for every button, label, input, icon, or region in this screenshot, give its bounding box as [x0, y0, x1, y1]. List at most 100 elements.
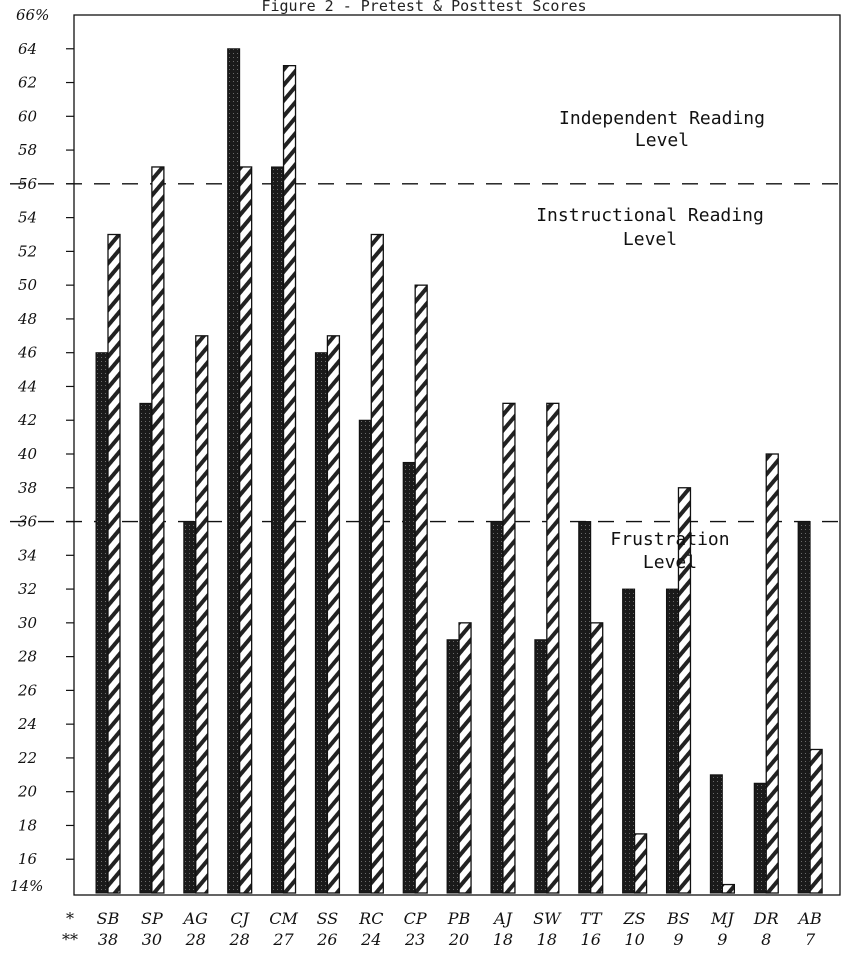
bar-posttest-BS: [677, 487, 692, 894]
secondary-label: 24: [360, 930, 381, 949]
level-annotation-0-line-1: Level: [635, 130, 689, 151]
secondary-label: 18: [537, 930, 557, 949]
bar-posttest-AB: [809, 748, 823, 894]
bar-posttest-CP: [414, 284, 428, 894]
category-label-SS: SS: [317, 909, 339, 928]
level-annotation-2-line-1: Level: [643, 552, 697, 573]
y-tick-label: 50: [18, 276, 38, 294]
bar-posttest-AJ: [502, 402, 516, 894]
secondary-label: 28: [185, 930, 206, 949]
bar-pretest-AJ: [490, 521, 504, 894]
bar-pretest-SB: [95, 352, 109, 894]
bar-posttest-ZS: [633, 833, 648, 894]
y-tick-label: 20: [17, 783, 38, 801]
bar-pretest-ZS: [622, 588, 636, 894]
secondary-label: 18: [493, 930, 513, 949]
y-axis-top-label: 66%: [16, 6, 49, 24]
bar-pretest-CJ: [227, 48, 241, 894]
bar-posttest-RC: [370, 233, 384, 894]
y-tick-label: 60: [18, 107, 38, 125]
y-axis-ticks: 16 18 20 22 24 26 28 30 32 34 36 38 40 42 44 46 48 50 52 54…: [17, 40, 74, 868]
secondary-label: 9: [717, 930, 727, 949]
secondary-label: 28: [228, 930, 249, 949]
y-tick-label: 34: [18, 546, 37, 564]
category-label-SW: SW: [533, 909, 562, 928]
bar-pretest-TT: [578, 521, 592, 894]
y-tick-label: 22: [17, 749, 37, 767]
bar-posttest-CJ: [238, 166, 253, 894]
row2-marker: **: [62, 930, 78, 949]
bar-pretest-RC: [358, 419, 372, 894]
secondary-label: 9: [673, 930, 683, 949]
category-label-CJ: CJ: [230, 909, 250, 928]
y-tick-label: 64: [18, 40, 37, 58]
y-axis-bottom-label: 14%: [10, 877, 43, 895]
bar-posttest-DR: [765, 453, 779, 894]
secondary-label: 26: [316, 930, 337, 949]
secondary-label: 38: [98, 930, 118, 949]
level-annotation-2-line-0: Frustration: [610, 529, 729, 550]
bar-pretest-DR: [753, 782, 767, 894]
y-tick-label: 36: [18, 513, 38, 531]
category-label-CM: CM: [269, 909, 298, 928]
level-annotation-1-line-0: Instructional Reading: [536, 205, 764, 226]
plot-frame: [73, 14, 841, 896]
secondary-label: 16: [581, 930, 601, 949]
bar-posttest-PB: [458, 622, 472, 894]
secondary-label: 27: [272, 930, 294, 949]
y-tick-label: 44: [17, 377, 37, 395]
bar-posttest-TT: [590, 622, 604, 894]
category-label-AJ: AJ: [492, 909, 514, 928]
category-label-SP: SP: [141, 909, 163, 928]
bar-pretest-PB: [446, 639, 460, 894]
y-tick-label: 18: [18, 816, 37, 834]
bar-pretest-SW: [534, 639, 548, 894]
chart-title: Figure 2 - Pretest & Posttest Scores: [261, 0, 586, 15]
category-label-DR: DR: [753, 909, 779, 928]
y-tick-label: 26: [17, 681, 38, 699]
bar-posttest-SW: [546, 402, 560, 894]
bar-pretest-AB: [797, 521, 811, 894]
bar-posttest-SS: [326, 335, 341, 894]
bar-posttest-MJ: [721, 883, 736, 894]
bar-posttest-AG: [195, 335, 209, 894]
category-label-RC: RC: [358, 909, 383, 928]
y-tick-label: 58: [18, 141, 37, 159]
bar-pretest-CP: [402, 461, 416, 894]
secondary-label: 10: [624, 930, 644, 949]
bar-posttest-SB: [107, 233, 121, 894]
category-label-SB: SB: [97, 909, 120, 928]
y-tick-label: 30: [18, 614, 38, 632]
bar-posttest-SP: [151, 166, 165, 894]
y-tick-label: 46: [17, 344, 38, 362]
y-tick-label: 42: [17, 411, 37, 429]
y-tick-label: 24: [17, 715, 37, 733]
category-label-PB: PB: [447, 909, 471, 928]
category-label-MJ: MJ: [710, 909, 735, 928]
category-label-AG: AG: [182, 909, 209, 928]
y-tick-label: 54: [18, 209, 37, 227]
level-annotation-1-line-1: Level: [623, 229, 677, 250]
secondary-label: 30: [142, 930, 162, 949]
bar-posttest-CM: [282, 65, 297, 894]
bar-pretest-CM: [271, 166, 285, 894]
category-label-TT: TT: [580, 909, 603, 928]
y-tick-label: 52: [18, 242, 37, 260]
category-label-BS: BS: [666, 909, 690, 928]
y-tick-label: 32: [18, 580, 37, 598]
secondary-label: 20: [448, 930, 469, 949]
y-tick-label: 28: [17, 648, 37, 666]
bar-pretest-MJ: [709, 774, 723, 894]
bar-pretest-SS: [314, 352, 328, 894]
row1-marker: *: [66, 909, 74, 928]
y-tick-label: 56: [18, 175, 38, 193]
y-tick-label: 16: [18, 850, 38, 868]
y-tick-label: 48: [17, 310, 37, 328]
y-tick-label: 62: [18, 74, 37, 92]
category-label-AB: AB: [796, 909, 822, 928]
bar-pretest-BS: [665, 588, 679, 894]
bars: [95, 48, 823, 894]
category-label-CP: CP: [404, 909, 427, 928]
